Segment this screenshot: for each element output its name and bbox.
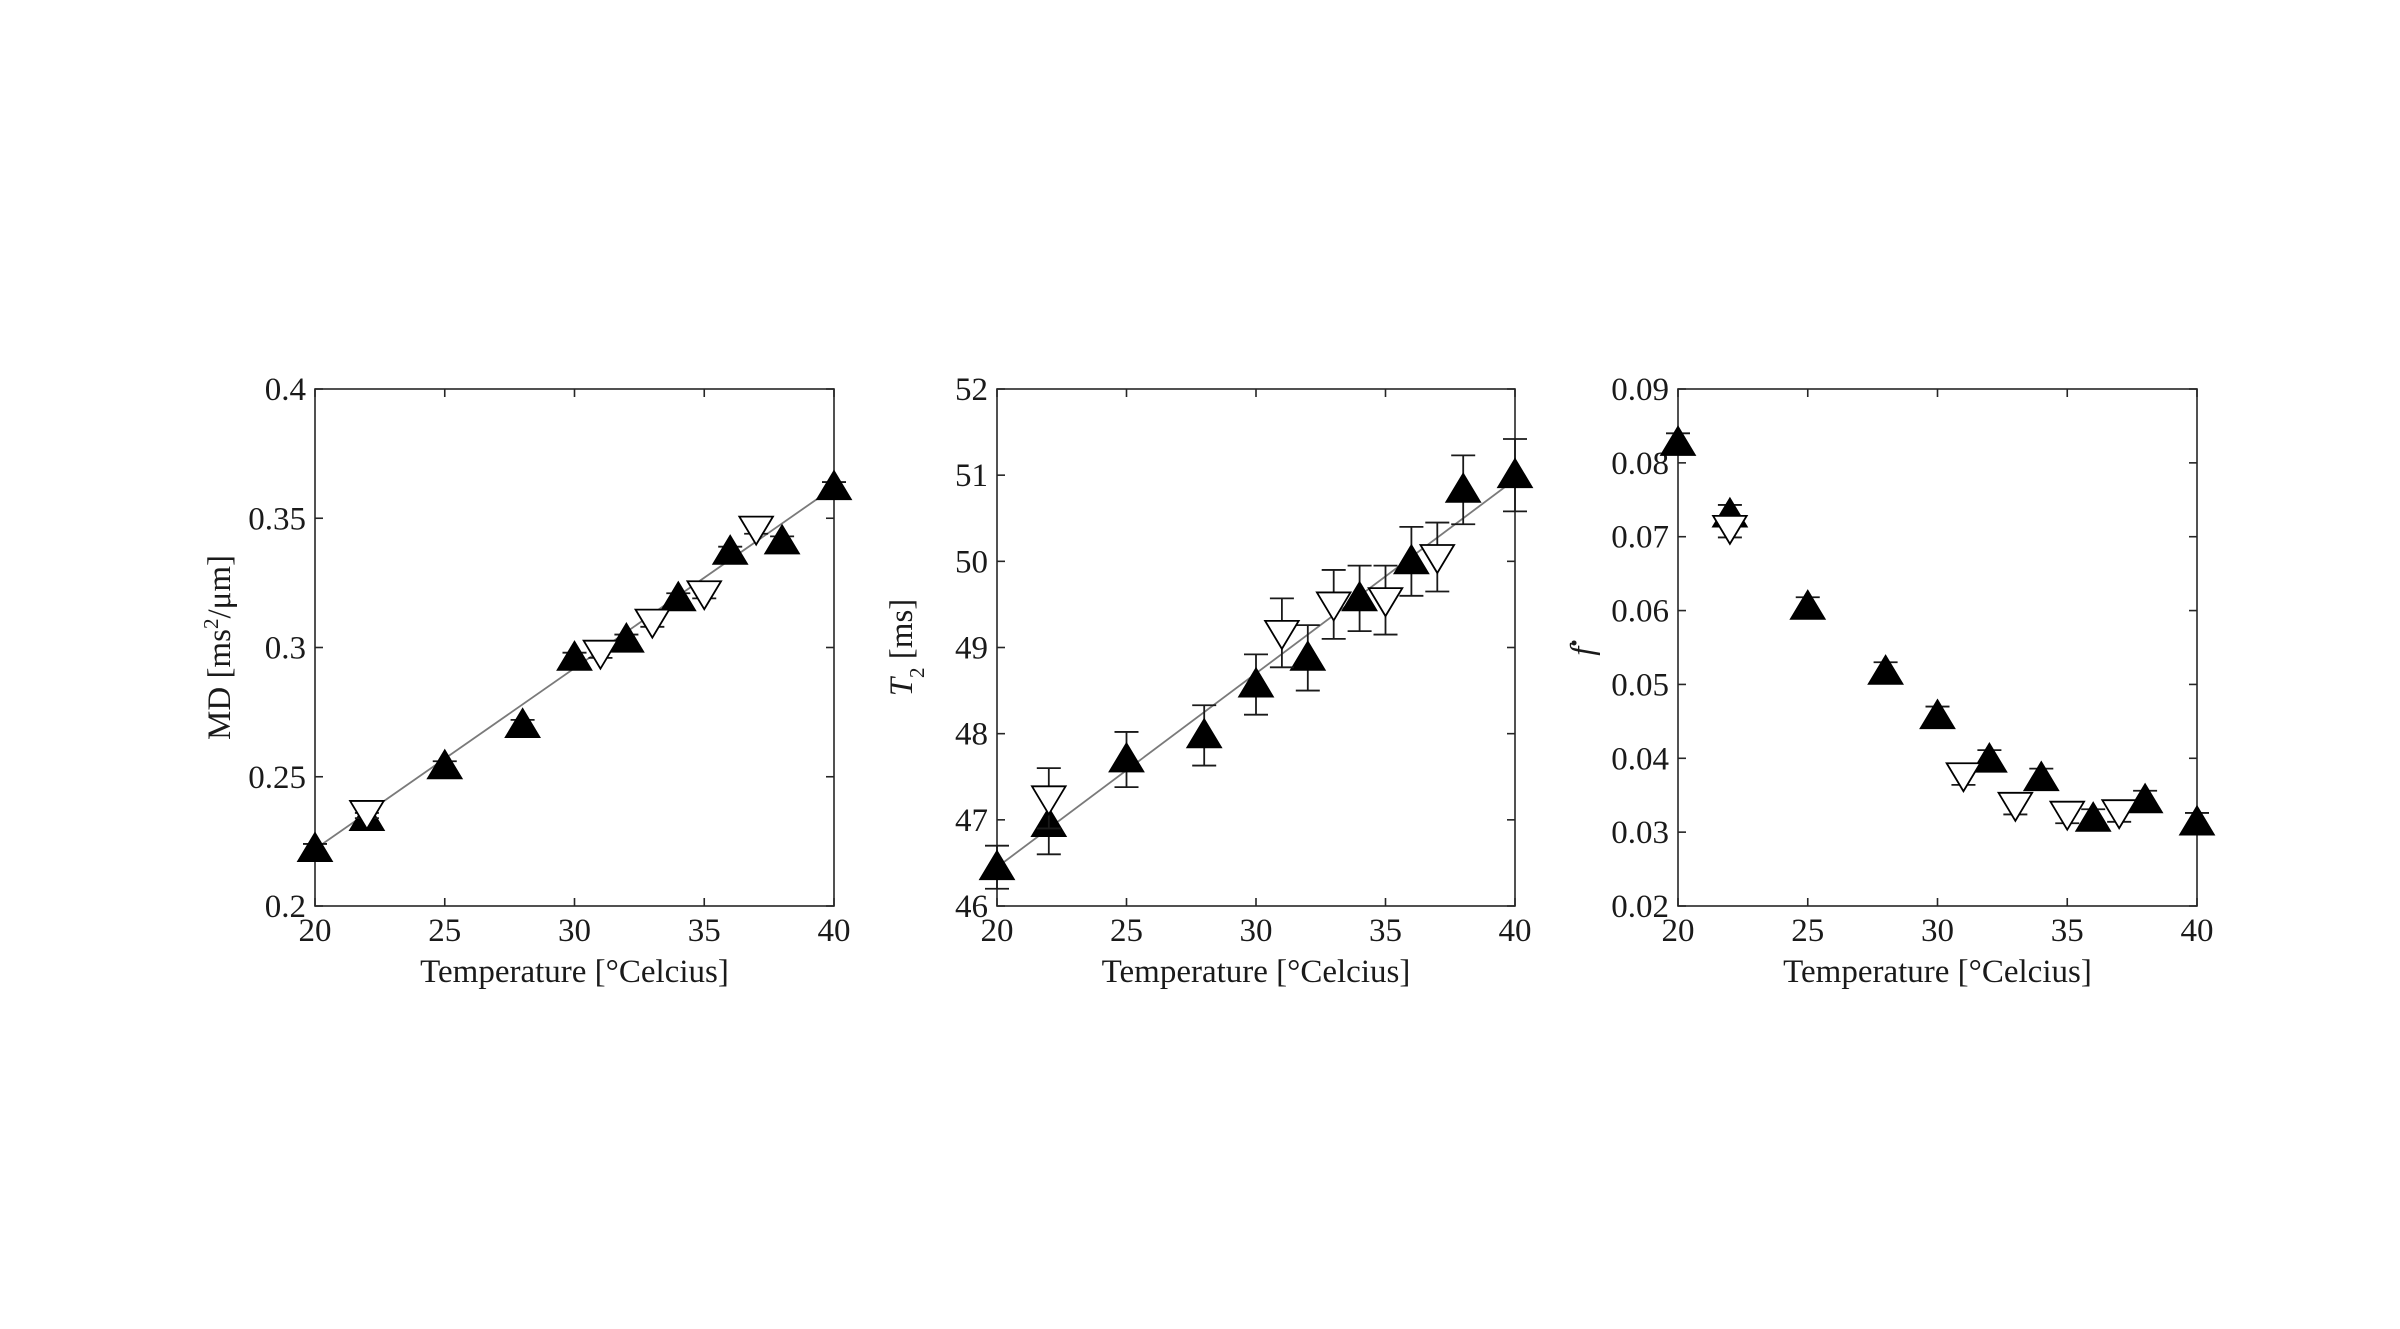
filled-triangle-point — [1185, 717, 1223, 749]
x-tick-label: 30 — [1921, 913, 1954, 949]
x-tick-label: 40 — [2181, 913, 2214, 949]
filled-triangle-point — [1789, 589, 1827, 620]
y-tick-label: 0.07 — [1611, 520, 1669, 556]
open-triangle-point — [348, 800, 386, 831]
y-tick-label: 0.09 — [1611, 372, 1669, 408]
filled-triangle-point — [659, 580, 697, 612]
open-triangle-point — [685, 580, 723, 611]
y-axis-label: MD [ms2/μm] — [199, 555, 238, 740]
x-axis-label: Temperature [°Celcius] — [420, 954, 729, 990]
y-tick-label: 51 — [955, 458, 988, 494]
y-tick-label: 0.35 — [248, 501, 306, 537]
y-tick-label: 0.08 — [1611, 446, 1669, 482]
chart-panel-1: 20 25 30 35 40 0.2 0.25 0.3 0.35 0.4 Temperature [… — [199, 372, 853, 990]
y-tick-label: 0.02 — [1611, 889, 1669, 925]
y-axis-label-tail: /μm] — [202, 555, 238, 619]
open-triangle-point — [2048, 800, 2086, 832]
open-triangle-point — [1418, 544, 1456, 575]
x-tick-label: 30 — [558, 913, 591, 949]
filled-triangle-point — [1867, 654, 1904, 685]
y-tick-label: 47 — [955, 803, 988, 839]
filled-triangle-point — [2126, 782, 2164, 814]
y-axis-label-superscript: 2 — [199, 619, 223, 630]
y-axis-label-superscript: • — [1562, 639, 1586, 646]
filled-triangle-point — [1659, 425, 1697, 456]
open-triangle-point — [1315, 591, 1353, 623]
x-axis-label: Temperature [°Celcius] — [1102, 954, 1411, 990]
open-triangle-point — [1996, 791, 2034, 823]
filled-triangle-point — [815, 469, 853, 501]
filled-triangle-point — [556, 640, 593, 671]
filled-triangle-point — [1108, 741, 1145, 773]
x-tick-label: 25 — [428, 913, 461, 949]
filled-triangle-point — [608, 621, 645, 653]
chart-panel-2: 20 25 30 35 40 46 47 48 49 50 51 52 Temperature [°Ce… — [884, 372, 1534, 990]
filled-triangle-point — [1971, 742, 2008, 773]
open-triangle-point — [1945, 762, 1982, 794]
open-triangle-point — [1263, 619, 1301, 651]
x-tick-label: 25 — [1791, 913, 1824, 949]
x-tick-label: 40 — [1499, 913, 1532, 949]
filled-triangle-point — [978, 849, 1016, 881]
filled-triangle-point — [711, 534, 749, 565]
x-tick-label: 30 — [1240, 913, 1273, 949]
y-tick-label: 0.3 — [265, 631, 306, 667]
filled-triangle-point — [426, 748, 464, 780]
open-triangle-point — [1711, 514, 1749, 546]
x-tick-label: 20 — [299, 913, 332, 949]
filled-triangle-point — [763, 523, 801, 555]
y-tick-label: 0.04 — [1611, 741, 1669, 777]
filled-triangle-point — [2074, 801, 2112, 832]
open-triangle-point — [2100, 799, 2138, 830]
x-axis-label: Temperature [°Celcius] — [1783, 954, 2092, 990]
x-tick-label: 25 — [1110, 913, 1143, 949]
filled-triangle-point — [296, 831, 334, 863]
filled-triangle-point — [1496, 457, 1534, 489]
open-triangle-point — [1367, 587, 1404, 618]
filled-triangle-point — [1237, 666, 1275, 698]
y-axis-label: T2 [ms] — [884, 599, 929, 697]
y-tick-label: 0.4 — [265, 372, 306, 408]
chart-panel-3: 20 25 30 35 40 0.02 0.03 0.04 0.05 0.06 0.07 0.08 0.… — [1562, 372, 2216, 990]
y-axis-label-subscript: 2 — [905, 667, 929, 678]
y-tick-label: 46 — [955, 889, 988, 925]
plot-frame — [996, 388, 1516, 907]
y-tick-label: 0.06 — [1611, 594, 1669, 630]
y-tick-label: 0.03 — [1611, 815, 1669, 851]
y-tick-label: 52 — [955, 372, 988, 408]
y-axis-label-main: MD [ms — [202, 629, 238, 740]
filled-triangle-point — [1444, 472, 1482, 503]
filled-triangle-point — [504, 707, 541, 738]
x-tick-label: 20 — [1662, 913, 1695, 949]
open-triangle-point — [582, 639, 619, 671]
x-tick-label: 35 — [688, 913, 721, 949]
open-triangle-point — [633, 608, 671, 640]
open-triangle-point — [737, 515, 775, 547]
x-tick-label: 35 — [1369, 913, 1402, 949]
x-tick-label: 20 — [981, 913, 1014, 949]
filled-triangle-point — [1341, 580, 1378, 612]
filled-triangle-point — [2022, 760, 2060, 792]
open-triangle-point — [1030, 785, 1068, 817]
y-axis-label-main: T — [884, 675, 920, 696]
y-axis-label: f• — [1562, 639, 1601, 656]
filled-triangle-point — [1393, 543, 1430, 575]
filled-triangle-point — [1289, 640, 1327, 671]
y-tick-label: 50 — [955, 544, 988, 580]
y-tick-label: 0.05 — [1611, 667, 1669, 703]
x-tick-label: 35 — [2051, 913, 2084, 949]
y-tick-label: 0.25 — [248, 760, 306, 796]
y-tick-label: 0.2 — [265, 889, 306, 925]
filled-triangle-point — [1919, 698, 1956, 730]
filled-triangle-point — [2178, 804, 2216, 836]
y-tick-label: 49 — [955, 631, 988, 667]
y-tick-label: 48 — [955, 717, 988, 753]
x-tick-label: 40 — [818, 913, 851, 949]
y-axis-label-tail: [ms] — [884, 599, 920, 668]
